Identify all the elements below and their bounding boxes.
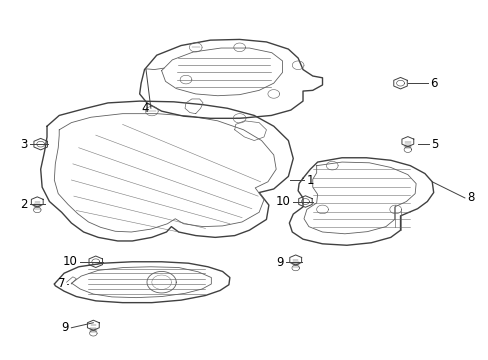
Text: 7: 7 [58, 278, 65, 291]
Text: 4: 4 [141, 102, 148, 115]
Text: 5: 5 [430, 138, 437, 150]
Text: 8: 8 [467, 192, 474, 204]
Text: 10: 10 [63, 255, 78, 268]
Text: 10: 10 [275, 195, 290, 208]
Text: 9: 9 [61, 321, 69, 334]
Text: 3: 3 [20, 138, 27, 150]
Text: 6: 6 [429, 77, 436, 90]
Text: 2: 2 [20, 198, 27, 211]
Text: 9: 9 [275, 256, 283, 269]
Text: 1: 1 [306, 174, 314, 186]
